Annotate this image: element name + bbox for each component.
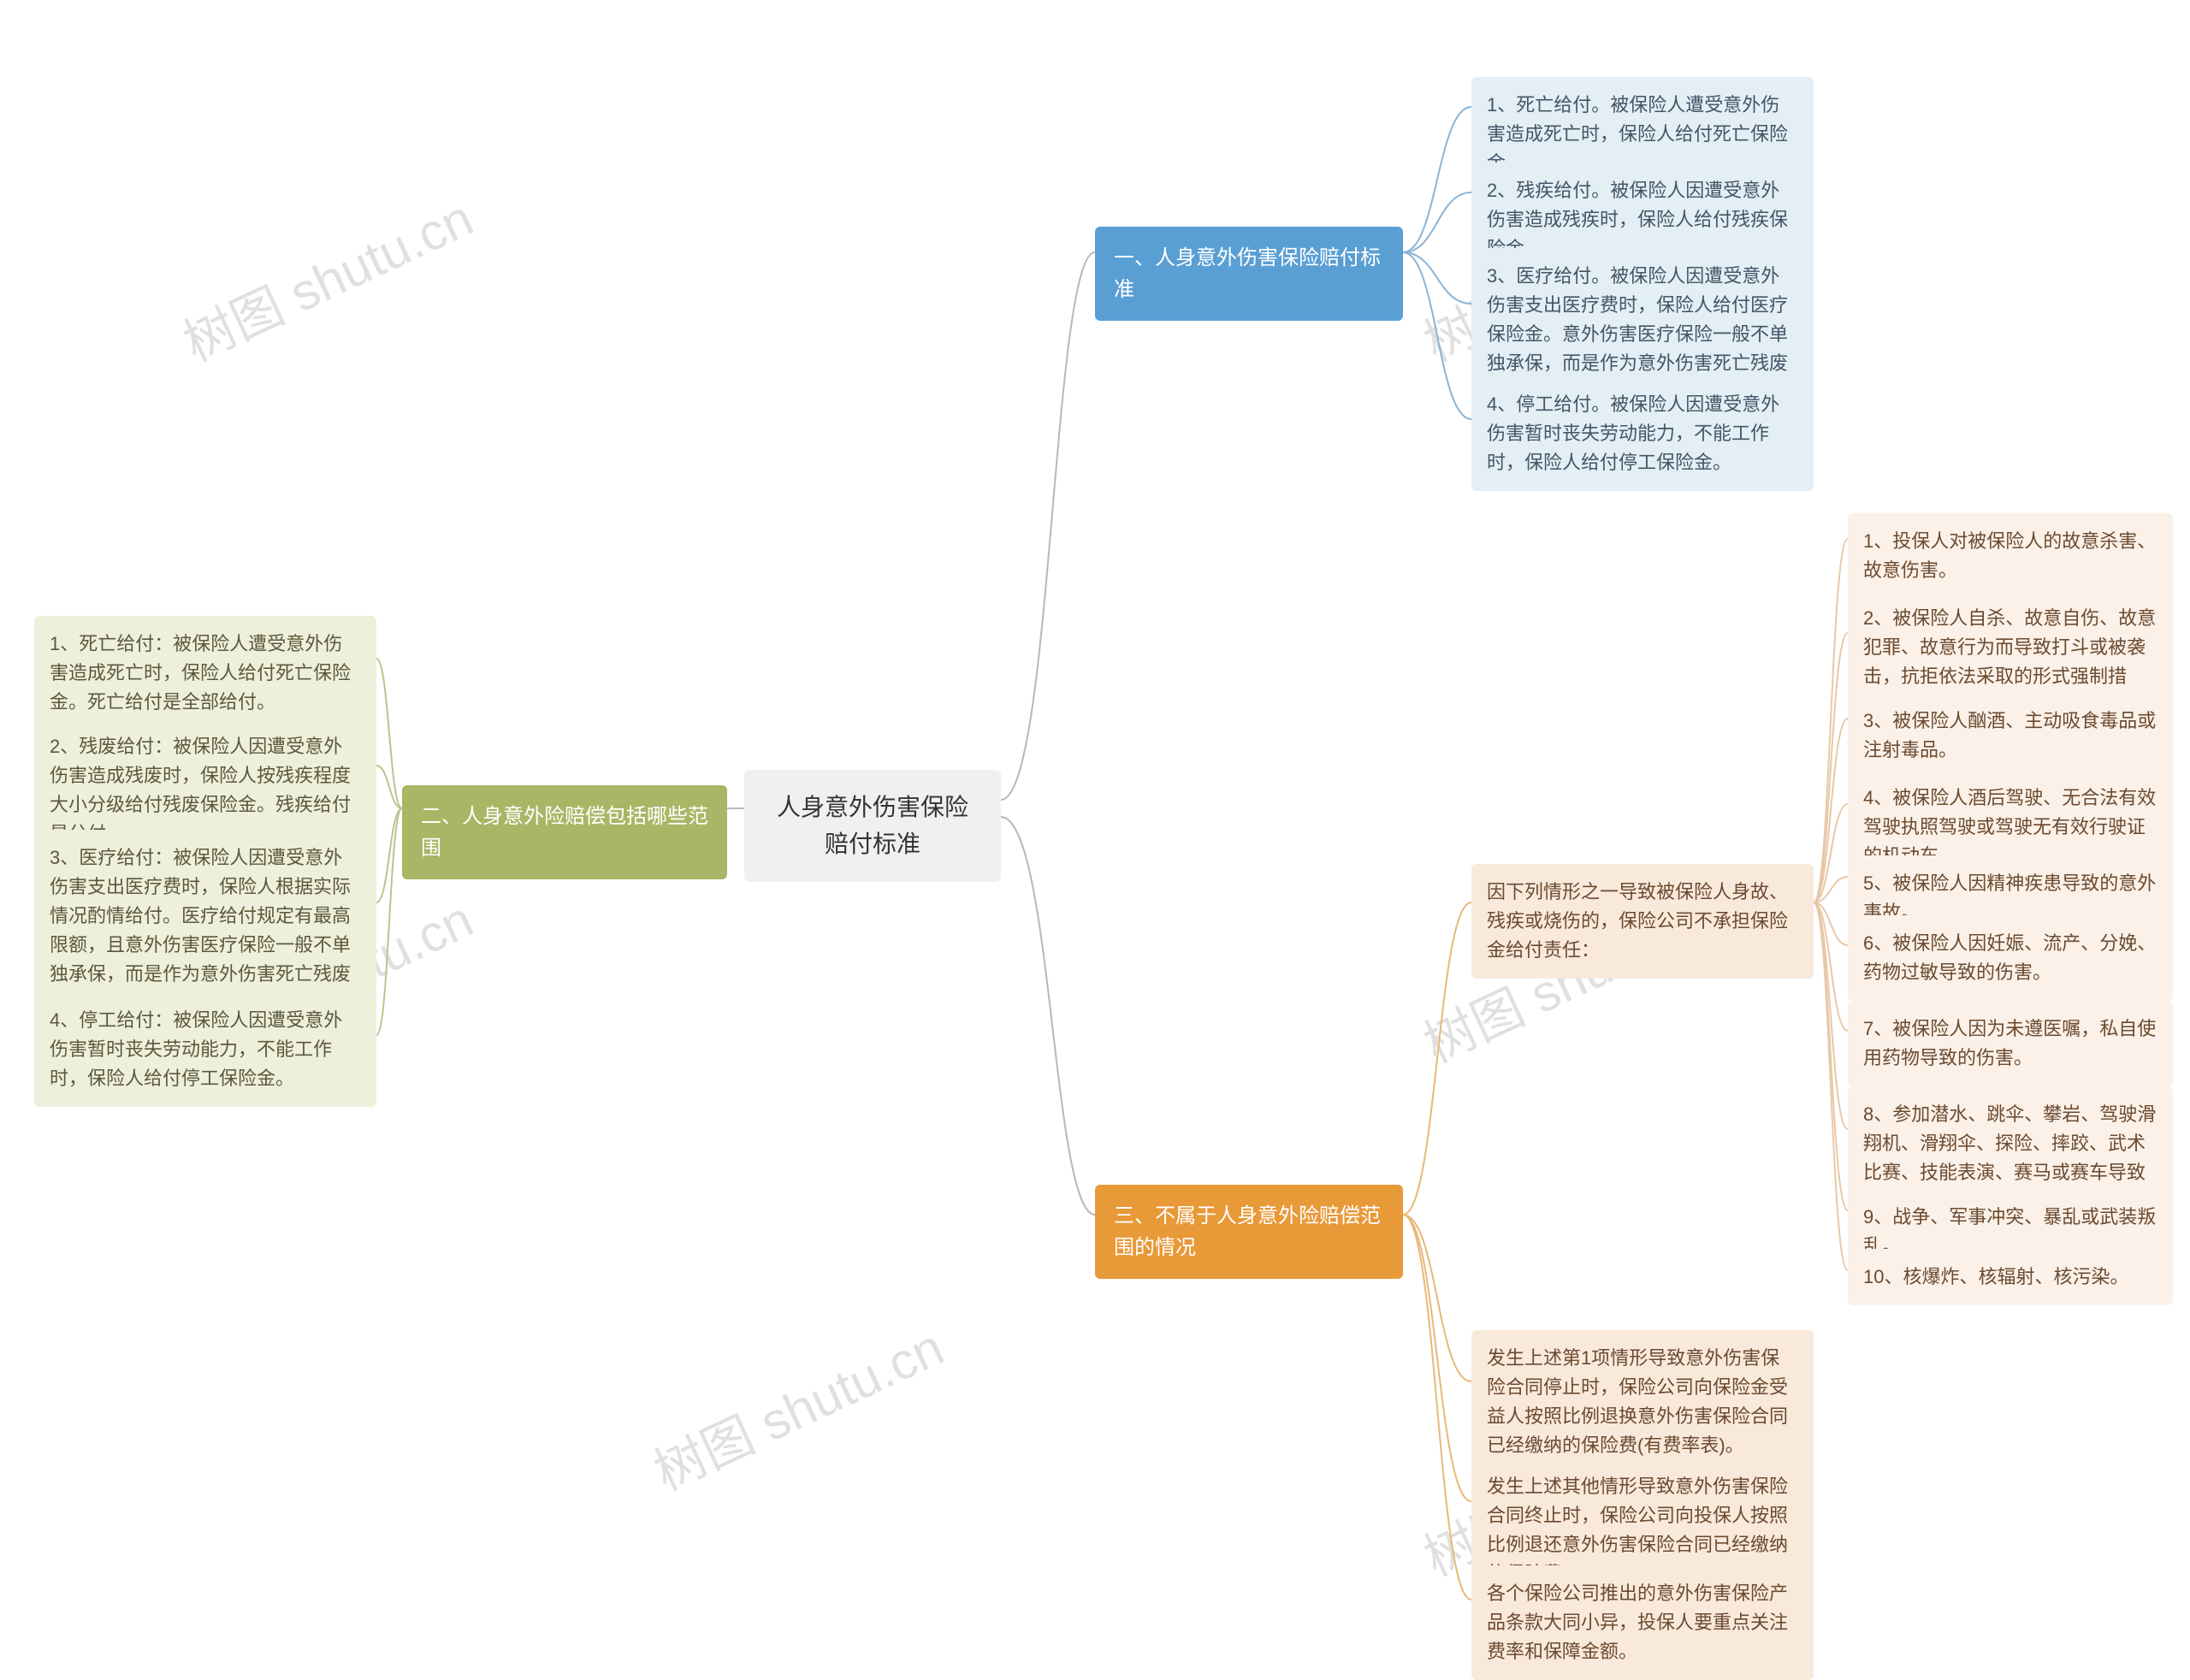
branch-1-leaf[interactable]: 4、停工给付。被保险人因遭受意外伤害暂时丧失劳动能力，不能工作时，保险人给付停工…	[1471, 376, 1814, 491]
branch-3-leaf[interactable]: 发生上述第1项情形导致意外伤害保险合同停止时，保险公司向保险金受益人按照比例退换…	[1471, 1330, 1814, 1474]
branch-2-leaf[interactable]: 4、停工给付：被保险人因遭受意外伤害暂时丧失劳动能力，不能工作时，保险人给付停工…	[34, 992, 376, 1107]
branch-3-sub-leaf[interactable]: 6、被保险人因妊娠、流产、分娩、药物过敏导致的伤害。	[1848, 915, 2173, 1001]
root-node[interactable]: 人身意外伤害保险赔付标准	[744, 770, 1001, 882]
branch-3-sub-leaf[interactable]: 3、被保险人酗酒、主动吸食毒品或注射毒品。	[1848, 693, 2173, 778]
branch-3-sub[interactable]: 因下列情形之一导致被保险人身故、残疾或烧伤的，保险公司不承担保险金给付责任：	[1471, 864, 1814, 979]
watermark: 树图 shutu.cn	[641, 1306, 954, 1505]
branch-2[interactable]: 二、人身意外险赔偿包括哪些范围	[402, 785, 727, 879]
branch-3-sub-leaf[interactable]: 10、核爆炸、核辐射、核污染。	[1848, 1249, 2173, 1305]
branch-3-sub-leaf[interactable]: 1、投保人对被保险人的故意杀害、故意伤害。	[1848, 513, 2173, 599]
branch-3-leaf[interactable]: 各个保险公司推出的意外伤害保险产品条款大同小异，投保人要重点关注费率和保障金额。	[1471, 1565, 1814, 1680]
watermark: 树图 shutu.cn	[170, 177, 483, 376]
branch-2-leaf[interactable]: 1、死亡给付：被保险人遭受意外伤害造成死亡时，保险人给付死亡保险金。死亡给付是全…	[34, 616, 376, 731]
branch-1[interactable]: 一、人身意外伤害保险赔付标准	[1095, 227, 1403, 321]
branch-3[interactable]: 三、不属于人身意外险赔偿范围的情况	[1095, 1185, 1403, 1279]
branch-3-sub-leaf[interactable]: 7、被保险人因为未遵医嘱，私自使用药物导致的伤害。	[1848, 1001, 2173, 1086]
